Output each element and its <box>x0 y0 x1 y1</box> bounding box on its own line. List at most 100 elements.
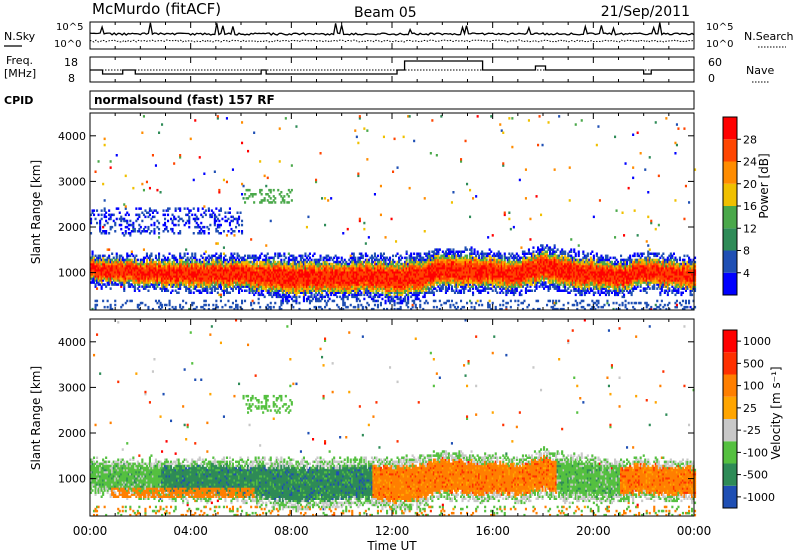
power-cell <box>293 285 296 288</box>
power-cell <box>348 271 351 274</box>
power-cell <box>262 266 265 270</box>
power-cell <box>290 264 293 268</box>
power-cell <box>158 221 161 225</box>
power-cell <box>120 260 123 264</box>
power-cell <box>207 279 210 282</box>
power-cell <box>142 271 145 274</box>
power-cell <box>144 264 147 268</box>
power-cell <box>109 307 112 311</box>
power-cell <box>268 188 271 192</box>
power-cell <box>106 256 109 260</box>
power-cell <box>96 266 99 270</box>
power-cell <box>259 285 262 288</box>
power-cell <box>212 262 215 266</box>
power-cell <box>218 271 221 274</box>
power-cell <box>295 301 298 305</box>
power-cell <box>271 277 274 280</box>
power-cell <box>292 273 295 276</box>
power-cell <box>239 266 242 270</box>
power-cell <box>327 289 330 292</box>
power-cell <box>277 283 280 286</box>
power-cell <box>321 273 324 276</box>
power-cell <box>170 217 173 221</box>
power-cell <box>346 269 349 272</box>
power-cell <box>102 254 105 258</box>
power-cell <box>312 269 315 272</box>
power-cell <box>135 279 138 282</box>
power-cell <box>307 215 310 219</box>
power-cell <box>100 285 103 288</box>
power-cell <box>219 293 222 297</box>
power-cell <box>120 227 123 231</box>
power-cell <box>105 230 108 233</box>
power-cell <box>268 279 271 282</box>
power-cell <box>109 213 112 217</box>
power-cell <box>123 271 126 274</box>
power-cell <box>286 299 289 303</box>
power-cell <box>90 262 93 266</box>
power-cell <box>315 279 318 282</box>
power-cell <box>253 275 256 278</box>
power-cell <box>106 269 109 272</box>
power-cell <box>109 258 112 262</box>
power-cell <box>298 275 301 278</box>
power-cell <box>132 225 135 229</box>
power-cell <box>185 285 188 288</box>
power-cell <box>142 213 145 217</box>
power-cell <box>241 285 244 288</box>
power-cell <box>259 271 262 274</box>
power-cell <box>127 277 130 280</box>
power-cell <box>286 264 289 268</box>
power-cell <box>114 281 117 284</box>
power-cell <box>319 279 322 282</box>
power-cell <box>186 264 189 268</box>
power-cell <box>287 281 290 284</box>
power-cell <box>290 287 293 290</box>
power-cell <box>165 269 168 272</box>
power-cell <box>293 299 296 303</box>
power-cell <box>315 285 318 288</box>
power-cell <box>265 281 268 284</box>
power-cell <box>179 266 182 270</box>
power-cell <box>168 301 171 305</box>
power-cell <box>179 254 182 258</box>
power-cell <box>322 258 325 262</box>
power-cell <box>251 264 254 268</box>
power-cell <box>203 299 206 303</box>
power-cell <box>307 279 310 282</box>
power-cell <box>102 277 105 280</box>
power-cell <box>115 273 118 276</box>
power-cell <box>151 285 154 288</box>
power-cell <box>233 230 236 233</box>
power-cell <box>138 262 141 266</box>
power-cell <box>230 266 233 270</box>
power-cell <box>114 230 117 233</box>
power-cell <box>248 281 251 284</box>
power-cell <box>292 277 295 280</box>
power-cell <box>251 287 254 290</box>
power-cell <box>251 266 254 270</box>
power-cell <box>348 281 351 284</box>
power-cell <box>340 291 343 294</box>
power-cell <box>274 281 277 284</box>
power-cell <box>295 285 298 288</box>
power-cell <box>265 275 268 278</box>
power-cell <box>287 291 290 294</box>
power-cell <box>242 264 245 268</box>
power-cell <box>331 299 334 303</box>
power-cell <box>290 164 293 167</box>
power-cell <box>117 275 120 278</box>
power-cell <box>96 256 99 260</box>
power-cell <box>290 279 293 282</box>
power-cell <box>382 135 385 139</box>
power-cell <box>189 264 192 268</box>
power-cell <box>218 213 221 217</box>
power-cell <box>269 283 272 286</box>
power-cell <box>207 271 210 274</box>
power-cell <box>177 262 180 266</box>
power-cell <box>305 299 308 303</box>
power-cell <box>254 262 257 266</box>
power-cell <box>176 279 179 282</box>
power-cell <box>145 266 148 270</box>
